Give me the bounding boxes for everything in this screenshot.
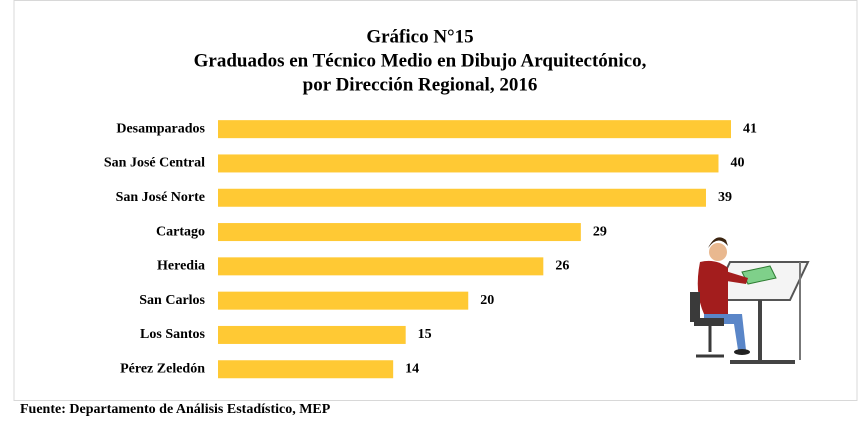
category-label: San José Central: [104, 156, 205, 171]
chart-title: Graduados en Técnico Medio en Dibujo Arq…: [194, 50, 647, 71]
category-label: Desamparados: [116, 121, 205, 136]
bar: [218, 188, 706, 207]
bar: [218, 291, 469, 310]
drafting-illustration: [690, 237, 810, 364]
category-label: San Carlos: [139, 293, 205, 308]
category-label: Los Santos: [140, 327, 206, 342]
bar: [218, 325, 406, 344]
bar: [218, 120, 731, 139]
bar: [218, 154, 719, 173]
chart-title: Gráfico N°15: [366, 26, 473, 47]
category-label: Pérez Zeledón: [120, 361, 205, 376]
bar: [218, 223, 581, 242]
value-label: 29: [593, 224, 607, 239]
chart-title: por Dirección Regional, 2016: [303, 74, 538, 95]
value-label: 40: [730, 156, 744, 171]
value-label: 39: [718, 190, 732, 205]
value-label: 20: [480, 293, 494, 308]
bar: [218, 360, 394, 379]
value-label: 14: [405, 361, 419, 376]
bar: [218, 257, 544, 276]
source-note: Fuente: Departamento de Análisis Estadís…: [20, 402, 331, 417]
value-label: 15: [418, 327, 432, 342]
category-label: San José Norte: [116, 190, 205, 205]
category-label: Heredia: [157, 259, 205, 274]
value-label: 41: [743, 121, 757, 136]
category-label: Cartago: [156, 224, 205, 239]
value-label: 26: [555, 259, 569, 274]
